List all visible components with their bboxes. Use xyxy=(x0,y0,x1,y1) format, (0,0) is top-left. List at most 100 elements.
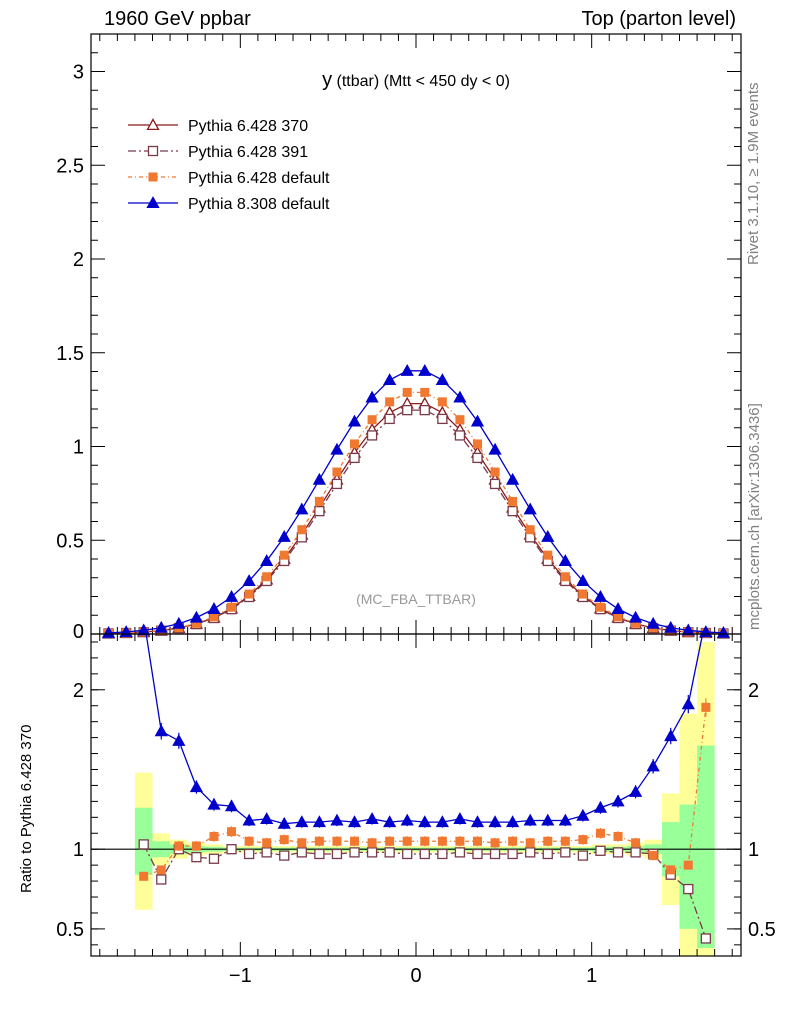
data-point xyxy=(472,439,482,449)
ratio-data-point xyxy=(224,799,239,812)
ratio-y-axis-label: Ratio to Pythia 6.428 370 xyxy=(18,725,35,893)
ratio-data-point xyxy=(593,800,608,813)
ratio-data-point xyxy=(383,815,397,828)
data-point xyxy=(314,505,325,517)
ratio-data-point xyxy=(628,784,643,797)
uncertainty-band-green xyxy=(697,745,715,949)
data-point xyxy=(560,572,570,582)
header-left-title: 1960 GeV ppbar xyxy=(104,8,251,30)
legend-label: Pythia 6.428 default xyxy=(188,170,330,187)
data-point xyxy=(402,404,413,416)
plot-title-rest: (ttbar) (Mtt < 450 dy < 0) xyxy=(332,73,510,90)
data-point xyxy=(367,415,377,425)
y-tick-label: 3 xyxy=(73,62,84,84)
data-point xyxy=(543,550,553,560)
data-point xyxy=(277,530,291,542)
ratio-data-point xyxy=(365,812,379,824)
ratio-data-point xyxy=(138,613,149,623)
ratio-data-point xyxy=(420,836,430,846)
data-point xyxy=(453,390,467,403)
ratio-y-tick-label-left: 2 xyxy=(73,680,84,702)
data-point xyxy=(470,414,485,427)
ratio-data-point xyxy=(612,847,624,858)
data-point xyxy=(525,525,535,535)
ratio-data-point xyxy=(595,845,606,856)
ratio-data-point xyxy=(576,808,590,821)
data-point xyxy=(593,590,608,602)
data-point xyxy=(576,574,590,587)
data-point xyxy=(400,363,414,376)
ratio-data-point xyxy=(279,850,290,861)
ratio-data-point xyxy=(613,831,623,841)
mcplots-credit-note: mcplots.cern.ch [arXiv:1306.3436] xyxy=(746,403,763,630)
ratio-data-point xyxy=(489,848,501,860)
data-point xyxy=(716,626,731,638)
ratio-data-point xyxy=(560,836,570,846)
data-point xyxy=(227,602,237,612)
data-point xyxy=(331,478,343,490)
data-point xyxy=(385,397,395,407)
ratio-data-point xyxy=(191,841,201,851)
data-point xyxy=(332,467,342,477)
data-point xyxy=(506,472,520,485)
y-tick-label-zero: 0 xyxy=(73,621,84,643)
data-point xyxy=(419,404,430,416)
ratio-series-2 xyxy=(139,698,711,881)
ratio-data-point xyxy=(523,813,537,826)
ratio-data-point xyxy=(312,815,326,828)
ratio-data-point xyxy=(402,836,412,846)
ratio-data-point xyxy=(558,813,572,826)
ratio-data-point xyxy=(172,733,186,746)
ratio-data-point xyxy=(138,839,149,850)
data-point xyxy=(489,478,501,490)
ratio-data-point xyxy=(243,848,255,860)
ratio-series-line xyxy=(145,634,704,825)
data-point xyxy=(435,373,449,386)
ratio-data-point xyxy=(385,836,395,846)
ratio-data-point xyxy=(700,613,711,623)
ratio-data-point xyxy=(630,847,641,858)
legend-label: Pythia 8.308 default xyxy=(188,196,330,213)
ratio-data-point xyxy=(242,813,256,826)
data-point xyxy=(260,554,274,566)
ratio-data-point xyxy=(578,835,588,845)
ratio-y-tick-label-left: 0.5 xyxy=(56,919,84,941)
data-point xyxy=(242,574,256,587)
ratio-y-axis-label-text: Ratio to Pythia 6.428 370 xyxy=(18,724,35,893)
ratio-data-point xyxy=(262,838,272,848)
ratio-data-point xyxy=(174,841,184,851)
plot-title-variable: y xyxy=(322,69,332,91)
data-point xyxy=(488,442,502,455)
data-point xyxy=(384,413,395,425)
ratio-data-point xyxy=(683,883,694,895)
ratio-data-point xyxy=(331,848,343,860)
ratio-data-point xyxy=(279,835,289,845)
ratio-series-1 xyxy=(138,839,712,944)
main-plot: 0.5 1 1.5 2 2.5 3 0 y (ttbar) (Mtt < 450 dy < 0… xyxy=(56,33,742,643)
ratio-data-point xyxy=(611,794,625,807)
ratio-data-point xyxy=(297,838,307,848)
ratio-data-point xyxy=(631,838,641,848)
ratio-data-point xyxy=(700,933,712,944)
ratio-data-point xyxy=(666,865,676,875)
data-point xyxy=(101,626,116,638)
ratio-data-point xyxy=(347,815,362,828)
ratio-data-point xyxy=(139,871,149,881)
ratio-data-point xyxy=(384,847,395,858)
header-right-title: Top (parton level) xyxy=(581,8,736,30)
data-point xyxy=(628,610,643,623)
x-tick-label: −1 xyxy=(229,965,252,987)
data-point xyxy=(154,620,168,633)
data-point xyxy=(420,387,430,397)
data-point xyxy=(611,602,625,614)
ratio-data-point xyxy=(330,813,344,826)
data-point xyxy=(314,496,324,506)
data-point xyxy=(490,467,500,477)
ratio-data-point xyxy=(472,836,482,846)
ratio-y-tick-label-right: 0.5 xyxy=(748,919,776,941)
data-point xyxy=(347,414,362,427)
ratio-data-point xyxy=(366,847,378,858)
ratio-data-point xyxy=(507,848,518,860)
ratio-data-point xyxy=(541,813,555,826)
y-tick-label: 2 xyxy=(73,249,84,271)
